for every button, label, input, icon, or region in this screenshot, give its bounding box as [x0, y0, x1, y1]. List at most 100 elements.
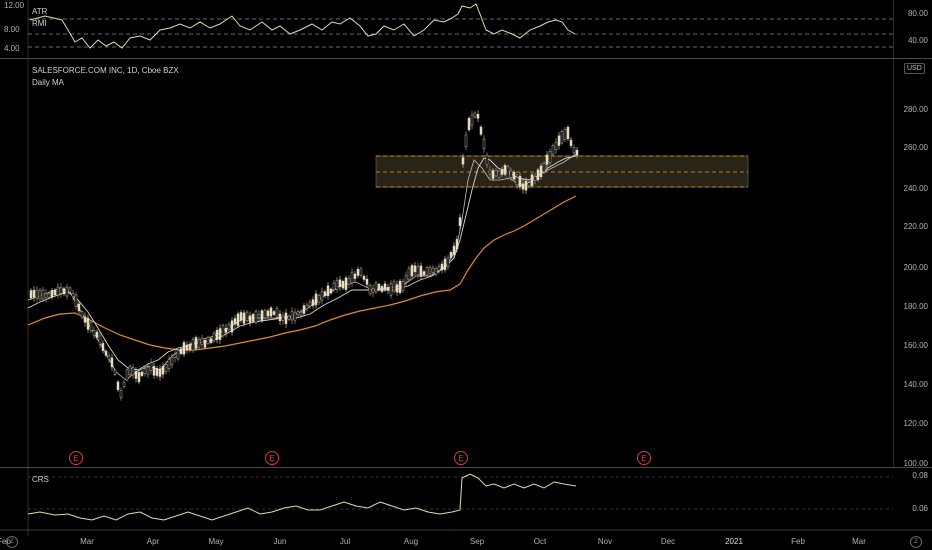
candle-body	[296, 311, 300, 316]
atr-pane[interactable]	[0, 0, 893, 58]
candle-body	[248, 315, 252, 323]
candle-body	[443, 258, 447, 270]
candle-body	[371, 288, 375, 294]
candle-body	[395, 284, 399, 293]
candle-body	[566, 127, 570, 140]
candle-body	[239, 312, 243, 321]
candle-body	[188, 343, 192, 351]
candle-body	[428, 267, 432, 274]
candle-body	[119, 390, 123, 399]
candle-body	[365, 278, 369, 285]
crs-title: CRS	[32, 475, 49, 484]
candle-body	[293, 311, 297, 321]
candle-body	[422, 271, 426, 276]
candle-body	[212, 332, 216, 342]
x-label-oct: Oct	[533, 537, 547, 546]
candle-body	[287, 315, 291, 320]
x-label-jun: Jun	[273, 537, 287, 546]
candle-body	[170, 357, 174, 366]
candle-body	[101, 343, 105, 351]
candle-body	[485, 155, 489, 165]
candle-body	[473, 112, 477, 118]
candle-body	[44, 293, 48, 299]
candle-body	[62, 288, 66, 295]
candle-body	[407, 267, 411, 280]
candle-body	[506, 166, 510, 179]
x-label-dec: Dec	[660, 537, 676, 546]
candle-body	[59, 286, 63, 294]
candle-body	[488, 169, 492, 175]
candle-body	[446, 257, 450, 267]
rmi-line	[29, 3, 576, 49]
candle-body	[113, 369, 117, 375]
candle-body	[161, 366, 165, 375]
candle-body	[323, 291, 327, 296]
candle-body	[137, 372, 141, 383]
price-tick-180: 180.00	[903, 302, 928, 311]
earnings-badge[interactable]: E	[454, 451, 468, 465]
x-label-nov: Nov	[597, 537, 613, 546]
candle-body	[452, 245, 456, 256]
candle-body	[383, 283, 387, 290]
candle-body	[257, 314, 261, 319]
currency-badge[interactable]: USD	[904, 63, 925, 74]
candle-body	[551, 145, 555, 155]
candle-body	[143, 368, 147, 374]
atr-tick-12: 12.00	[4, 1, 25, 10]
candle-body	[575, 149, 579, 156]
candle-body	[479, 126, 483, 135]
candle-body	[539, 165, 543, 177]
indicator-label[interactable]: Daily MA	[32, 78, 65, 87]
candle-body	[179, 348, 183, 354]
candle-body	[416, 266, 420, 276]
candle-body	[206, 336, 210, 345]
price-tick-160: 160.00	[903, 341, 928, 350]
scale-icon[interactable]: Z	[910, 536, 922, 548]
candle-body	[290, 311, 294, 321]
ma-fast-line	[27, 155, 577, 371]
pane-divider-bottom[interactable]	[0, 467, 932, 468]
candle-body	[266, 310, 270, 317]
candle-body	[344, 277, 348, 290]
earnings-badge[interactable]: E	[69, 451, 83, 465]
candle-body	[209, 338, 213, 344]
candle-body	[380, 286, 384, 292]
price-tick-120: 120.00	[903, 419, 928, 428]
atr-price-axis[interactable]	[893, 0, 932, 58]
candle-body	[374, 282, 378, 293]
candle-body	[461, 157, 465, 165]
price-axis[interactable]	[893, 59, 932, 467]
earnings-badge[interactable]: E	[637, 451, 651, 465]
timezone-icon[interactable]: Z	[6, 536, 18, 548]
candle-body	[560, 131, 564, 144]
candle-body	[455, 239, 459, 250]
candle-body	[476, 113, 480, 119]
atr-tick-8: 8.00	[4, 25, 20, 34]
candle-body	[185, 344, 189, 350]
candle-body	[260, 310, 264, 322]
candle-body	[74, 294, 78, 307]
x-label-2021: 2021	[725, 537, 743, 546]
x-label-may: May	[208, 537, 224, 546]
candle-body	[431, 267, 435, 273]
candle-body	[215, 330, 219, 341]
candle-body	[89, 322, 93, 331]
pane-divider-top[interactable]	[0, 58, 932, 59]
candle-body	[398, 280, 402, 294]
candle-body	[362, 276, 366, 280]
rmi-tick-80: 80.00	[907, 9, 928, 18]
candle-body	[251, 313, 255, 322]
candle-body	[98, 335, 102, 345]
candle-body	[38, 289, 42, 300]
candle-body	[254, 311, 258, 323]
candle-body	[557, 135, 561, 146]
price-pane[interactable]	[0, 59, 893, 467]
candle-body	[221, 325, 225, 337]
candle-body	[200, 338, 204, 345]
earnings-badge[interactable]: E	[265, 451, 279, 465]
candle-body	[134, 371, 138, 379]
candle-body	[182, 342, 186, 355]
candle-body	[140, 371, 144, 376]
candle-body	[35, 289, 39, 299]
symbol-title[interactable]: SALESFORCE.COM INC, 1D, Cboe BZX	[32, 66, 179, 75]
